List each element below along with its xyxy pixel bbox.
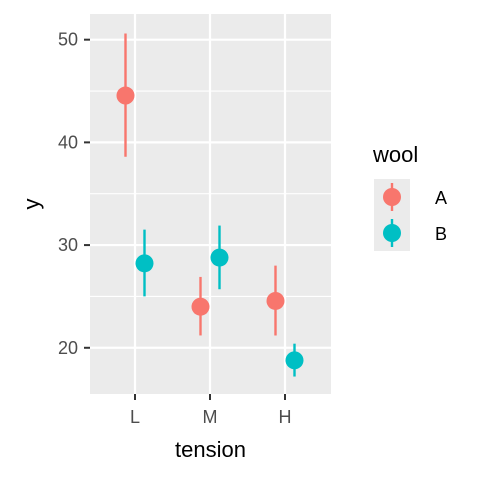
pointrange-B-H	[285, 343, 304, 377]
y-axis: 20 30 40 50	[58, 30, 90, 358]
point-A-H	[266, 291, 285, 310]
legend-item-B: B	[374, 215, 447, 251]
major-gridlines	[90, 14, 331, 394]
point-B-M	[210, 248, 229, 267]
pointrange-A-M	[191, 276, 210, 336]
legend-label-B: B	[435, 224, 447, 244]
x-tick-label-M: M	[203, 407, 218, 427]
legend: wool AB	[372, 142, 447, 251]
y-tick-label: 20	[58, 338, 78, 358]
pointrange-A-L	[116, 33, 135, 157]
legend-title: wool	[372, 142, 418, 167]
pointrange-B-M	[210, 225, 229, 290]
pointrange-B-L	[135, 229, 154, 297]
y-axis-title: y	[19, 199, 44, 210]
y-tick-label: 30	[58, 235, 78, 255]
point-B-L	[135, 254, 154, 273]
pointrange-A-H	[266, 265, 285, 336]
data-marks	[116, 33, 304, 377]
y-tick-label: 40	[58, 132, 78, 152]
legend-label-A: A	[435, 188, 447, 208]
point-A-L	[116, 86, 135, 105]
y-tick-label: 50	[58, 30, 78, 50]
x-tick-label-H: H	[279, 407, 292, 427]
x-axis-title: tension	[175, 437, 246, 462]
legend-key-point	[383, 188, 401, 206]
point-B-H	[285, 351, 304, 370]
legend-item-A: A	[374, 179, 447, 215]
point-A-M	[191, 297, 210, 316]
legend-key-point	[383, 224, 401, 242]
x-tick-label-L: L	[130, 407, 140, 427]
